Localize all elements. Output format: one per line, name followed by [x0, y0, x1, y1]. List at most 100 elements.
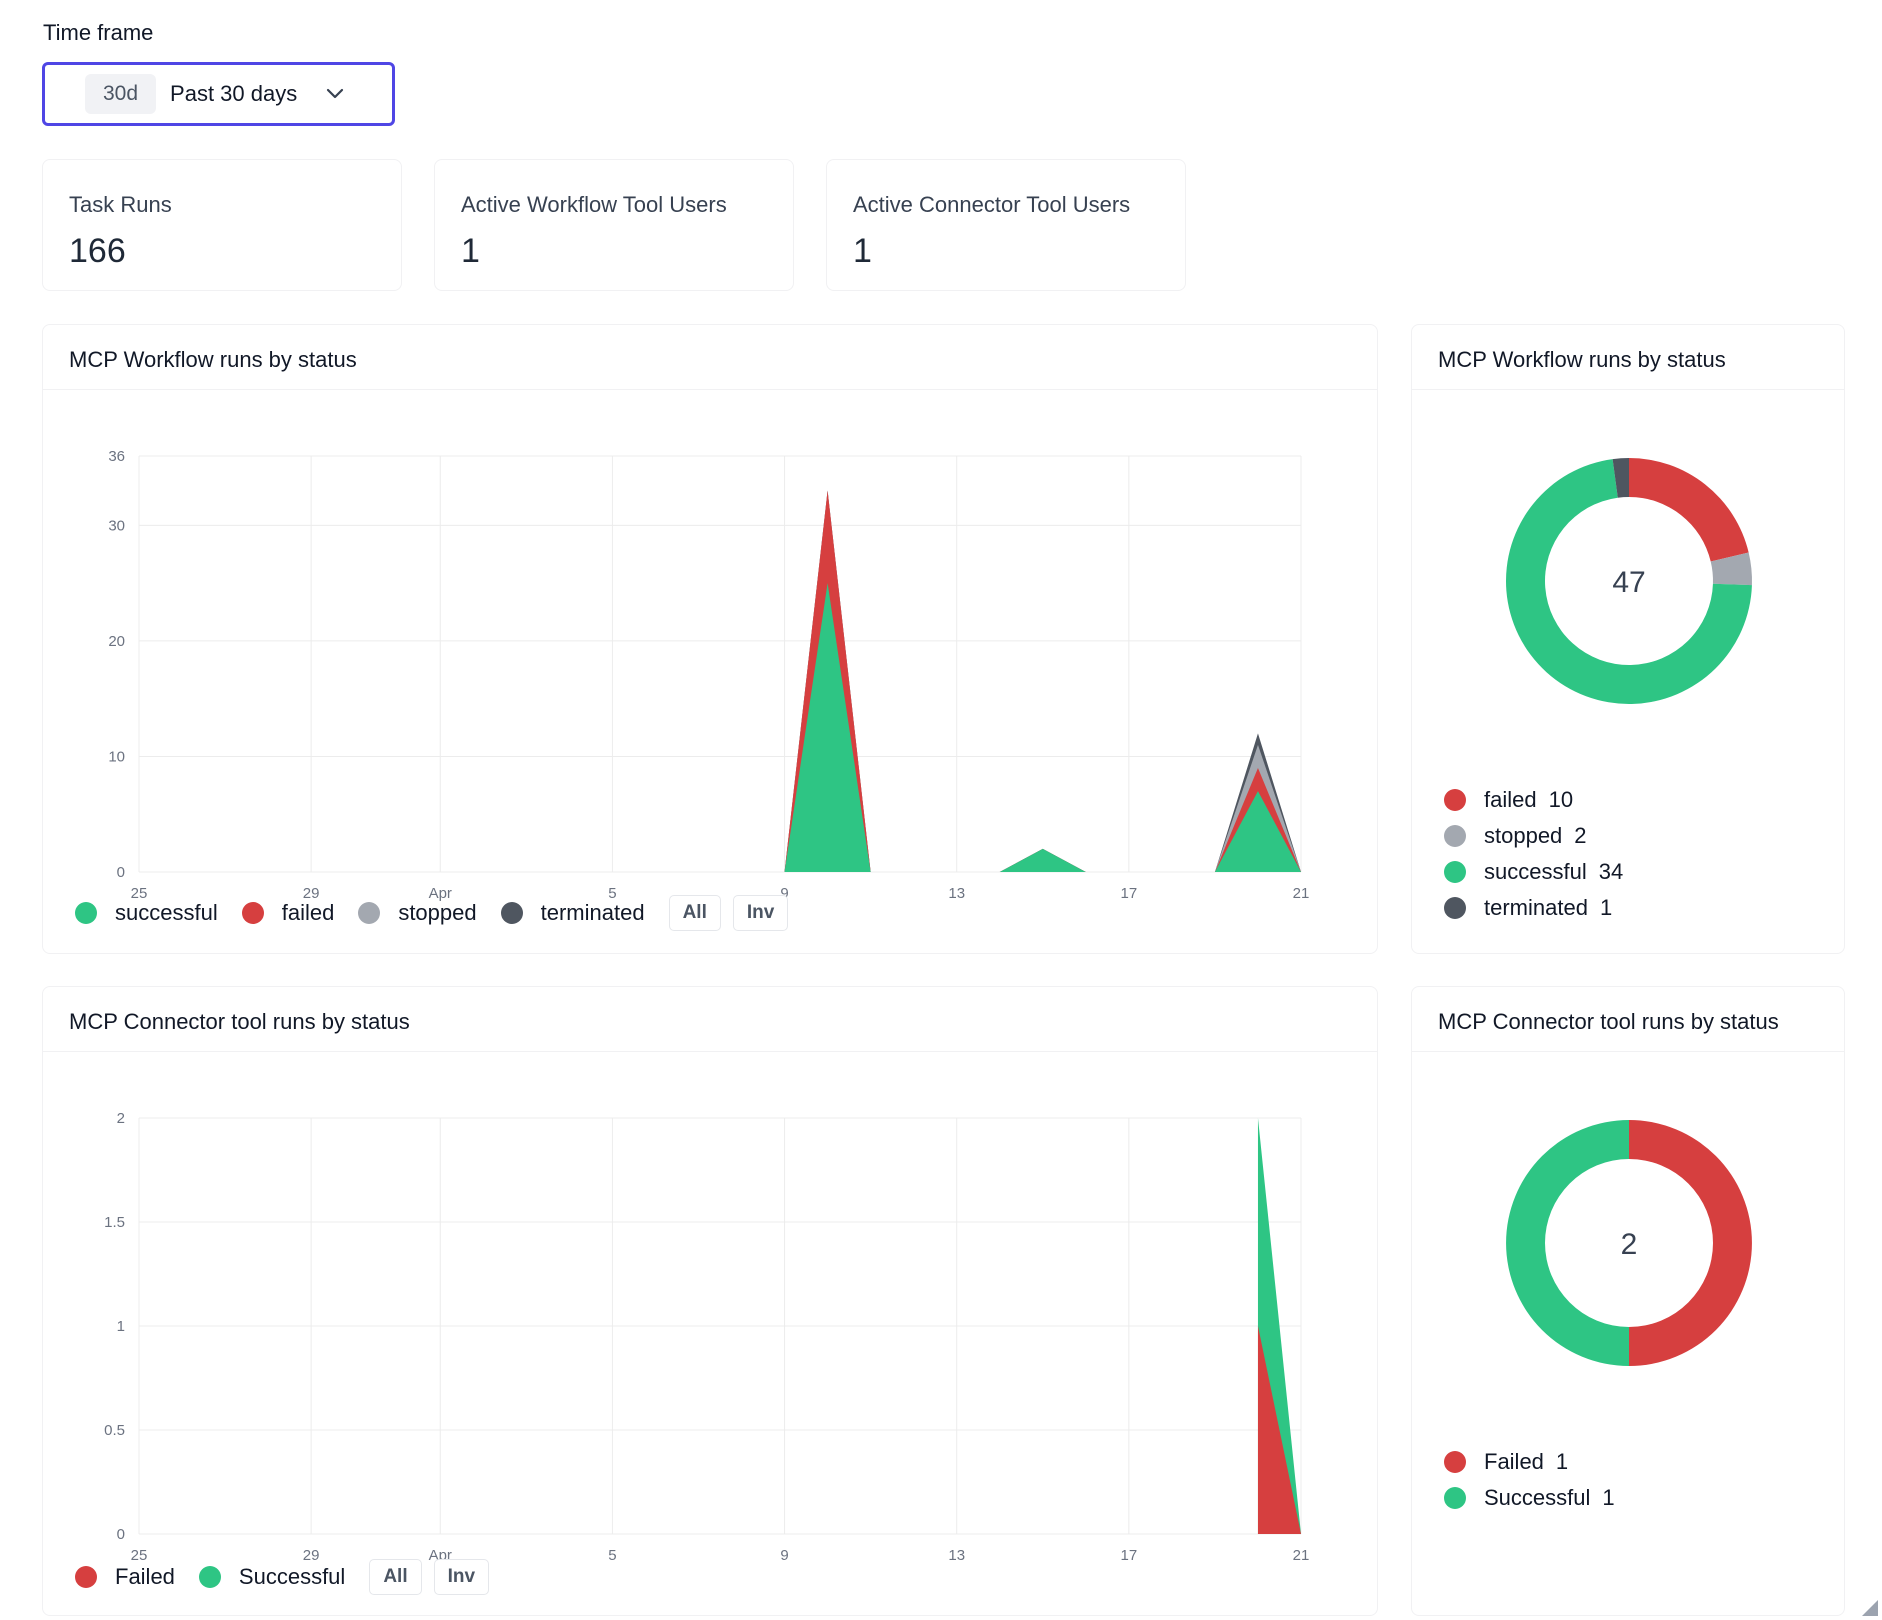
- donut-slice-stopped: [1710, 552, 1752, 586]
- legend-label: Failed: [1484, 1449, 1544, 1474]
- workflow-area-legend: successful failed stopped terminated All…: [75, 895, 800, 931]
- stat-value: 1: [461, 232, 480, 270]
- resize-handle-icon[interactable]: [1858, 1596, 1880, 1618]
- workflow-area-panel: MCP Workflow runs by status 0 10 20 30 36 25 2…: [42, 324, 1378, 954]
- legend-label: stopped: [1484, 823, 1563, 848]
- y-tick-label: 30: [108, 517, 125, 534]
- legend-item-failed[interactable]: failed: [241, 900, 335, 926]
- y-tick-label: 0.5: [104, 1422, 125, 1439]
- legend-item-successful[interactable]: Successful: [198, 1564, 346, 1590]
- legend-dot: [1444, 1487, 1466, 1509]
- legend-dot: [241, 902, 264, 924]
- legend-item-successful[interactable]: successful 34: [1444, 854, 1623, 890]
- legend-item-terminated[interactable]: terminated 1: [1444, 890, 1623, 926]
- workflow-pie-panel: MCP Workflow runs by status 47 failed 10…: [1411, 324, 1845, 954]
- connector-area-panel: MCP Connector tool runs by status 0 0.5 1 1…: [42, 986, 1378, 1616]
- donut-slice-successful: [1506, 1120, 1629, 1366]
- x-tick-label: 13: [948, 885, 965, 902]
- legend-item-stopped[interactable]: stopped: [358, 900, 477, 926]
- legend-dot: [1444, 897, 1466, 919]
- legend-count: 1: [1602, 1485, 1615, 1510]
- stat-card-task-runs: Task Runs 166: [42, 159, 402, 291]
- timeframe-badge: 30d: [85, 74, 157, 114]
- legend-dot: [358, 902, 381, 924]
- legend-item-failed[interactable]: Failed: [75, 1564, 175, 1590]
- y-tick-label: 20: [108, 633, 125, 650]
- donut-slice-terminated: [1612, 458, 1629, 498]
- donut-slice-failed: [1629, 458, 1749, 562]
- y-tick-label: 0: [117, 1526, 125, 1543]
- donut-total: 2: [1621, 1228, 1638, 1261]
- panel-title: MCP Connector tool runs by status: [69, 1009, 410, 1034]
- stat-label: Active Connector Tool Users: [853, 192, 1131, 217]
- legend-dot: [1444, 789, 1466, 811]
- x-tick-label: 25: [131, 885, 148, 902]
- legend-dot: [1444, 1451, 1466, 1473]
- legend-item-stopped[interactable]: stopped 2: [1444, 818, 1623, 854]
- legend-label: terminated: [540, 900, 645, 925]
- legend-dot: [1444, 825, 1466, 847]
- panel-divider: [43, 389, 1377, 390]
- legend-label: successful: [115, 900, 218, 925]
- all-button[interactable]: All: [668, 895, 721, 931]
- stat-value: 1: [853, 232, 872, 270]
- panel-divider: [1412, 1051, 1844, 1052]
- donut-slice-failed: [1629, 1120, 1752, 1366]
- y-tick-label: 0: [117, 864, 125, 881]
- workflow-donut-chart: 47: [1506, 458, 1752, 704]
- y-tick-label: 2: [117, 1110, 125, 1127]
- stat-label: Task Runs: [69, 192, 172, 217]
- connector-pie-panel: MCP Connector tool runs by status 2 Fail…: [1411, 986, 1845, 1616]
- panel-divider: [43, 1051, 1377, 1052]
- donut-slice-successful: [1506, 459, 1752, 704]
- chevron-down-icon: [325, 84, 345, 104]
- legend-label: failed: [1484, 787, 1537, 812]
- legend-count: 2: [1574, 823, 1587, 848]
- legend-label: failed: [281, 900, 335, 925]
- area-series-failed: [1257, 1326, 1301, 1534]
- timeframe-select[interactable]: 30d Past 30 days: [42, 62, 395, 126]
- panel-divider: [1412, 389, 1844, 390]
- legend-label: successful: [1484, 859, 1587, 884]
- panel-title: MCP Workflow runs by status: [69, 347, 357, 372]
- connector-donut-chart: 2: [1506, 1120, 1752, 1366]
- legend-count: 34: [1598, 859, 1624, 884]
- legend-dot: [75, 1566, 97, 1588]
- y-tick-label: 1: [117, 1318, 125, 1335]
- panel-title: MCP Connector tool runs by status: [1438, 1009, 1779, 1034]
- x-tick-label: 21: [1293, 885, 1310, 902]
- legend-label: terminated: [1484, 895, 1588, 920]
- y-tick-label: 10: [108, 748, 125, 765]
- x-tick-label: 17: [1121, 885, 1138, 902]
- stat-label: Active Workflow Tool Users: [461, 192, 727, 217]
- legend-label: stopped: [398, 900, 477, 925]
- x-tick-label: 13: [948, 1547, 965, 1564]
- connector-area-legend: Failed Successful All Inv: [75, 1559, 501, 1595]
- invert-button[interactable]: Inv: [433, 1559, 490, 1595]
- legend-item-terminated[interactable]: terminated: [500, 900, 645, 926]
- legend-item-successful[interactable]: successful: [75, 900, 218, 926]
- legend-item-successful[interactable]: Successful 1: [1444, 1480, 1615, 1516]
- legend-count: 1: [1599, 895, 1613, 920]
- stat-card-workflow-users: Active Workflow Tool Users 1: [434, 159, 794, 291]
- legend-label: Successful: [238, 1564, 346, 1589]
- x-tick-label: 5: [608, 885, 616, 902]
- legend-item-failed[interactable]: Failed 1: [1444, 1444, 1615, 1480]
- panel-title: MCP Workflow runs by status: [1438, 347, 1726, 372]
- x-tick-label: 9: [780, 1547, 788, 1564]
- x-tick-label: 21: [1293, 1547, 1310, 1564]
- all-button[interactable]: All: [369, 1559, 422, 1595]
- invert-button[interactable]: Inv: [732, 895, 789, 931]
- y-tick-label: 36: [108, 448, 125, 465]
- x-tick-label: 25: [131, 1547, 148, 1564]
- donut-total: 47: [1612, 566, 1645, 599]
- legend-label: Successful: [1484, 1485, 1591, 1510]
- area-series-successful: [784, 583, 1301, 872]
- legend-item-failed[interactable]: failed 10: [1444, 782, 1623, 818]
- stat-value: 166: [69, 232, 126, 270]
- x-tick-label: 29: [303, 1547, 320, 1564]
- x-tick-label: 17: [1121, 1547, 1138, 1564]
- stat-card-connector-users: Active Connector Tool Users 1: [826, 159, 1186, 291]
- workflow-pie-legend: failed 10 stopped 2 successful 34 termin…: [1444, 782, 1623, 926]
